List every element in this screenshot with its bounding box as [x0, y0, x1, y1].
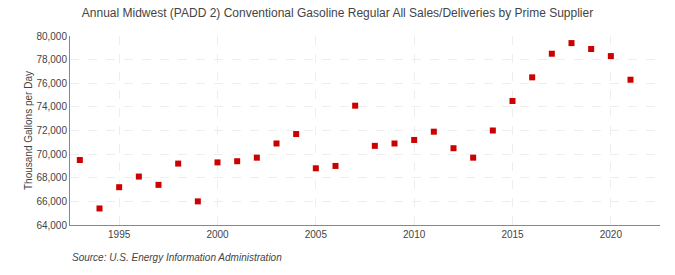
svg-text:2015: 2015 [501, 229, 524, 240]
svg-text:72,000: 72,000 [36, 125, 67, 136]
svg-text:2000: 2000 [206, 229, 229, 240]
svg-text:1995: 1995 [108, 229, 131, 240]
svg-text:78,000: 78,000 [36, 54, 67, 65]
svg-text:Thousand Gallons per Day: Thousand Gallons per Day [23, 71, 34, 190]
svg-text:80,000: 80,000 [36, 31, 67, 42]
svg-text:70,000: 70,000 [36, 149, 67, 160]
svg-text:Annual Midwest (PADD 2) Conven: Annual Midwest (PADD 2) Conventional Gas… [82, 6, 593, 20]
svg-text:Source: U.S. Energy Informatio: Source: U.S. Energy Information Administ… [72, 252, 282, 263]
svg-text:64,000: 64,000 [36, 220, 67, 231]
svg-text:66,000: 66,000 [36, 196, 67, 207]
svg-text:74,000: 74,000 [36, 101, 67, 112]
svg-text:2020: 2020 [600, 229, 623, 240]
svg-text:76,000: 76,000 [36, 78, 67, 89]
svg-text:68,000: 68,000 [36, 172, 67, 183]
svg-text:2005: 2005 [305, 229, 328, 240]
svg-text:2010: 2010 [403, 229, 426, 240]
